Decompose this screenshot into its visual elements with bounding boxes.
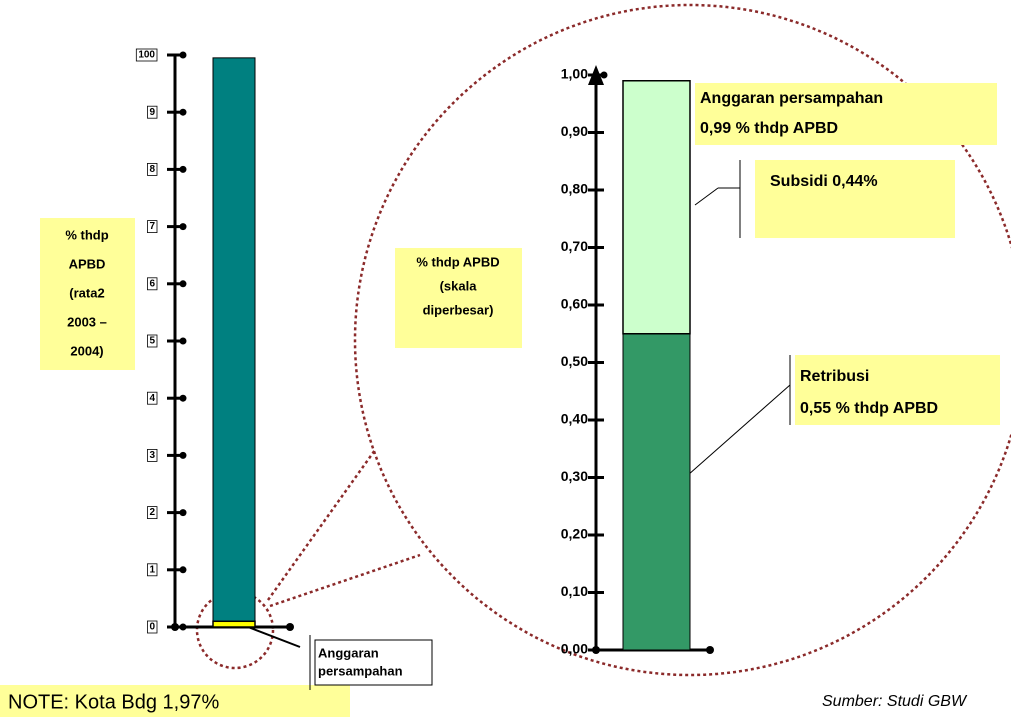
y-tick-label: 5 bbox=[149, 336, 155, 347]
label-box bbox=[695, 83, 997, 145]
bar bbox=[212, 620, 256, 628]
tick-box bbox=[147, 506, 158, 520]
y-tick-label: 6 bbox=[149, 278, 155, 289]
annotation: Anggaran persampahan bbox=[700, 90, 883, 107]
tick-dot bbox=[600, 71, 608, 79]
annotation: Anggaran bbox=[318, 645, 379, 660]
y-tick-label: 0,60 bbox=[561, 296, 588, 312]
bar bbox=[622, 333, 691, 651]
tick-dot bbox=[179, 337, 187, 345]
annotation: persampahan bbox=[318, 663, 403, 678]
tick-box bbox=[135, 48, 158, 62]
tick-box bbox=[147, 334, 158, 348]
y-tick-label: 0,20 bbox=[561, 526, 588, 542]
tick-box bbox=[147, 105, 158, 119]
focus-circle bbox=[195, 590, 275, 670]
label-box bbox=[40, 218, 135, 370]
y-tick-label: 2 bbox=[149, 507, 155, 518]
annotation: APBD bbox=[69, 256, 106, 271]
tick-box bbox=[147, 220, 158, 234]
annotation: 2004) bbox=[70, 343, 103, 358]
y-tick-label: 0,30 bbox=[561, 468, 588, 484]
y-tick-label: 3 bbox=[149, 450, 155, 461]
label-box bbox=[395, 248, 522, 348]
axis-dot bbox=[286, 623, 294, 631]
annotation: (skala bbox=[440, 278, 478, 293]
annotation: % thdp bbox=[65, 227, 108, 242]
tick-dot bbox=[179, 223, 187, 231]
annotation: 0,55 % thdp APBD bbox=[800, 400, 938, 417]
note: NOTE: Kota Bdg 1,97% bbox=[8, 691, 219, 713]
tick-dot bbox=[179, 451, 187, 459]
tick-box bbox=[147, 277, 158, 291]
leader bbox=[694, 187, 719, 206]
zoom-line bbox=[269, 553, 421, 608]
tick-dot bbox=[179, 165, 187, 173]
tick-dot bbox=[179, 280, 187, 288]
zoom-line bbox=[266, 449, 377, 601]
bar bbox=[622, 80, 691, 335]
y-tick-label: 8 bbox=[149, 164, 155, 175]
tick-dot bbox=[179, 509, 187, 517]
source: Sumber: Studi GBW bbox=[822, 693, 968, 710]
annotation: (rata2 bbox=[69, 285, 104, 300]
y-tick-label: 0,90 bbox=[561, 123, 588, 139]
annotation: Retribusi bbox=[800, 368, 869, 385]
label-box bbox=[795, 355, 1000, 425]
tick-dot bbox=[179, 394, 187, 402]
tick-dot bbox=[179, 108, 187, 116]
y-tick-label: 4 bbox=[149, 393, 155, 404]
tick-box bbox=[147, 162, 158, 176]
tick-dot bbox=[179, 623, 187, 631]
tick-box bbox=[147, 391, 158, 405]
annotation: % thdp APBD bbox=[416, 254, 499, 269]
zoom-circle bbox=[353, 3, 1011, 677]
y-tick-label: 0,00 bbox=[561, 641, 588, 657]
tick-box bbox=[147, 563, 158, 577]
tick-box bbox=[147, 620, 158, 634]
y-tick-label: 0,50 bbox=[561, 353, 588, 369]
label-box bbox=[0, 685, 350, 717]
y-tick-label: 0 bbox=[149, 622, 155, 633]
tick-box bbox=[147, 448, 158, 462]
y-tick-label: 0,70 bbox=[561, 238, 588, 254]
y-tick-label: 1,00 bbox=[561, 66, 588, 82]
annotation: 2003 – bbox=[67, 314, 107, 329]
leader bbox=[247, 626, 301, 648]
y-tick-label: 100 bbox=[138, 50, 155, 61]
y-tick-label: 0,80 bbox=[561, 181, 588, 197]
annotation: Subsidi 0,44% bbox=[770, 173, 878, 190]
annotation: 0,99 % thdp APBD bbox=[700, 120, 838, 137]
y-tick-label: 0,40 bbox=[561, 411, 588, 427]
tick-dot bbox=[179, 51, 187, 59]
tick-dot bbox=[179, 566, 187, 574]
y-tick-label: 1 bbox=[149, 564, 155, 575]
bar bbox=[212, 57, 256, 628]
axis-dot bbox=[706, 646, 714, 654]
y-tick-label: 7 bbox=[149, 221, 155, 232]
y-tick-label: 9 bbox=[149, 107, 155, 118]
y-tick-label: 0,10 bbox=[561, 583, 588, 599]
leader bbox=[687, 384, 791, 476]
annotation: diperbesar) bbox=[423, 302, 494, 317]
label-box bbox=[314, 639, 433, 686]
label-box bbox=[755, 160, 955, 238]
